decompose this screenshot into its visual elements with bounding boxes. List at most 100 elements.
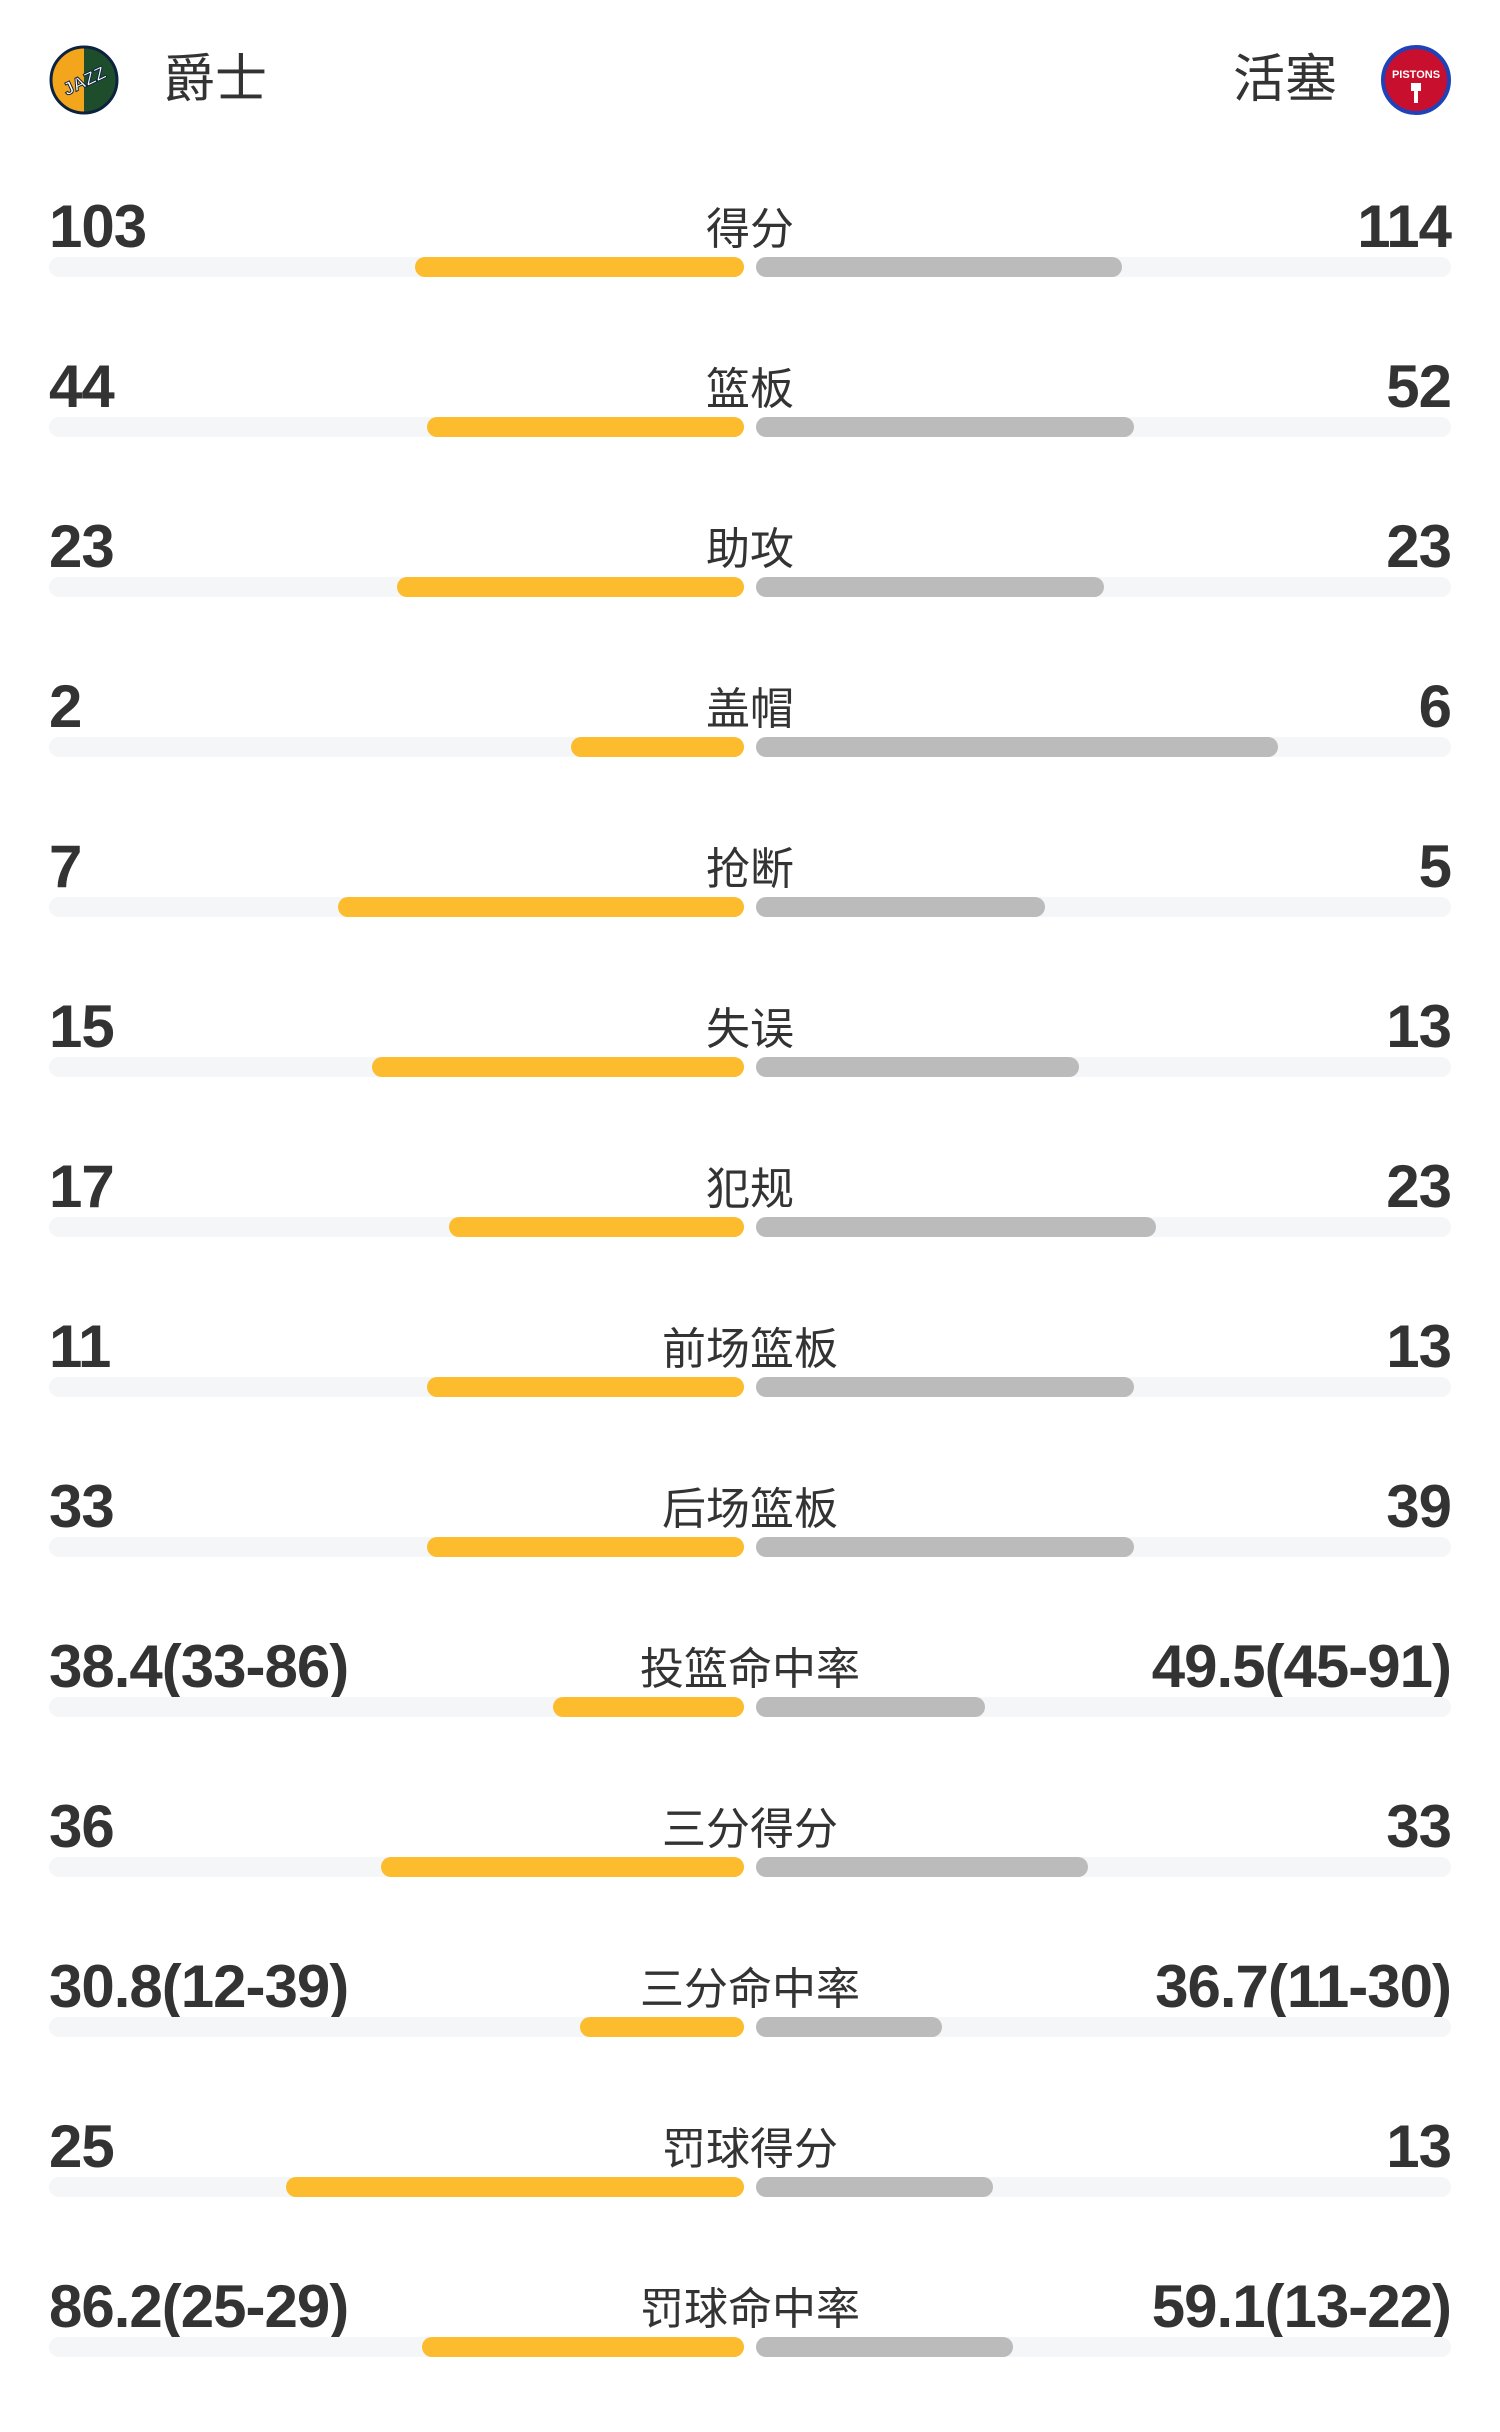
home-stat-bar-fill — [422, 2337, 744, 2357]
home-stat-bar-track — [49, 1377, 744, 1397]
stat-row: 15 失误 13 — [0, 992, 1500, 1152]
away-stat-bar-fill — [756, 1537, 1135, 1557]
home-stat-bar-fill — [448, 1217, 744, 1237]
stat-label: 得分 — [706, 205, 794, 254]
home-stat-bar-fill — [579, 2017, 744, 2037]
away-stat-bar-track — [756, 1057, 1451, 1077]
away-stat-bar-fill — [756, 1377, 1135, 1397]
home-stat-value: 33 — [49, 1473, 115, 1540]
home-stat-bar-track — [49, 737, 744, 757]
stat-label: 后场篮板 — [662, 1485, 838, 1534]
away-stat-bar-fill — [756, 577, 1104, 597]
home-stat-bar-track — [49, 1537, 744, 1557]
home-stat-value: 2 — [49, 673, 82, 740]
home-stat-bar-fill — [338, 897, 744, 917]
away-stat-bar-track — [756, 737, 1451, 757]
home-stat-bar-track — [49, 1217, 744, 1237]
away-stat-bar-fill — [756, 1857, 1089, 1877]
stat-row: 86.2(25-29) 罚球命中率 59.1(13-22) — [0, 2272, 1500, 2432]
away-stat-bar-track — [756, 257, 1451, 277]
away-stat-bar-fill — [756, 2017, 942, 2037]
stat-label: 投篮命中率 — [640, 1645, 860, 1694]
home-stat-value: 11 — [49, 1313, 111, 1380]
away-stat-value: 33 — [1386, 1793, 1452, 1860]
home-stat-bar-fill — [427, 1537, 744, 1557]
away-stat-bar-track — [756, 417, 1451, 437]
stat-row: 103 得分 114 — [0, 192, 1500, 352]
svg-text:PISTONS: PISTONS — [1392, 69, 1440, 81]
home-stat-bar-fill — [552, 1697, 744, 1717]
away-stat-value: 39 — [1386, 1473, 1452, 1540]
stat-label: 罚球命中率 — [640, 2285, 860, 2334]
utah-jazz-logo-icon[interactable]: JAZZ — [49, 45, 119, 115]
stat-label: 助攻 — [706, 525, 794, 574]
away-stat-value: 59.1(13-22) — [1151, 2273, 1452, 2340]
home-stat-bar-fill — [570, 737, 744, 757]
away-stat-bar-track — [756, 577, 1451, 597]
home-stat-bar-track — [49, 1057, 744, 1077]
away-stat-value: 6 — [1418, 673, 1452, 740]
away-stat-bar-fill — [756, 1057, 1080, 1077]
away-stat-bar-track — [756, 2337, 1451, 2357]
home-stat-bar-track — [49, 2017, 744, 2037]
home-stat-value: 25 — [49, 2113, 115, 2180]
stat-row: 11 前场篮板 13 — [0, 1312, 1500, 1472]
home-stat-bar-track — [49, 577, 744, 597]
away-stat-bar-track — [756, 2017, 1451, 2037]
away-stat-bar-fill — [756, 257, 1122, 277]
home-stat-value: 86.2(25-29) — [49, 2273, 349, 2340]
stat-row: 38.4(33-86) 投篮命中率 49.5(45-91) — [0, 1632, 1500, 1792]
stat-row: 36 三分得分 33 — [0, 1792, 1500, 1952]
stat-row: 17 犯规 23 — [0, 1152, 1500, 1312]
away-stat-value: 52 — [1386, 353, 1452, 420]
home-stat-value: 7 — [49, 833, 82, 900]
away-stat-value: 13 — [1386, 2113, 1452, 2180]
home-stat-bar-track — [49, 1857, 744, 1877]
away-stat-value: 23 — [1386, 513, 1452, 580]
stat-label: 罚球得分 — [662, 2125, 838, 2174]
away-stat-bar-track — [756, 897, 1451, 917]
away-stat-bar-track — [756, 1697, 1451, 1717]
home-stat-value: 36 — [49, 1793, 115, 1860]
stat-label: 犯规 — [706, 1165, 794, 1214]
away-stat-value: 13 — [1386, 1313, 1452, 1380]
away-stat-bar-track — [756, 1217, 1451, 1237]
away-stat-bar-fill — [756, 897, 1046, 917]
stat-label: 盖帽 — [706, 685, 794, 734]
home-stat-value: 17 — [49, 1153, 115, 1220]
home-stat-bar-fill — [427, 1377, 744, 1397]
stat-label: 前场篮板 — [662, 1325, 838, 1374]
home-stat-value: 23 — [49, 513, 115, 580]
away-stat-bar-track — [756, 1537, 1451, 1557]
home-stat-bar-track — [49, 1697, 744, 1717]
home-stat-value: 44 — [49, 353, 115, 420]
away-stat-value: 114 — [1357, 193, 1452, 260]
home-stat-bar-track — [49, 897, 744, 917]
away-stat-bar-fill — [756, 2177, 993, 2197]
away-stat-bar-track — [756, 2177, 1451, 2197]
stat-row: 25 罚球得分 13 — [0, 2112, 1500, 2272]
away-stat-value: 49.5(45-91) — [1151, 1633, 1452, 1700]
home-stat-bar-track — [49, 257, 744, 277]
home-stat-bar-fill — [286, 2177, 744, 2197]
home-stat-bar-fill — [414, 257, 744, 277]
home-stat-bar-fill — [381, 1857, 744, 1877]
home-stat-value: 103 — [49, 193, 147, 260]
stat-row: 23 助攻 23 — [0, 512, 1500, 672]
stat-row: 7 抢断 5 — [0, 832, 1500, 992]
away-stat-bar-track — [756, 1857, 1451, 1877]
away-stat-bar-fill — [756, 2337, 1014, 2357]
stat-row: 44 篮板 52 — [0, 352, 1500, 512]
away-stat-bar-fill — [756, 1217, 1156, 1237]
away-stat-value: 36.7(11-30) — [1155, 1953, 1452, 2020]
home-stat-value: 30.8(12-39) — [49, 1953, 349, 2020]
home-stat-bar-track — [49, 2337, 744, 2357]
away-stat-bar-fill — [756, 1697, 986, 1717]
home-team-name: 爵士 — [163, 51, 268, 109]
stat-label: 三分命中率 — [640, 1965, 860, 2014]
away-stat-value: 5 — [1418, 833, 1452, 900]
away-stat-bar-fill — [756, 417, 1135, 437]
detroit-pistons-logo-icon[interactable]: PISTONS — [1381, 45, 1451, 115]
home-stat-bar-track — [49, 2177, 744, 2197]
stat-label: 失误 — [706, 1005, 794, 1054]
